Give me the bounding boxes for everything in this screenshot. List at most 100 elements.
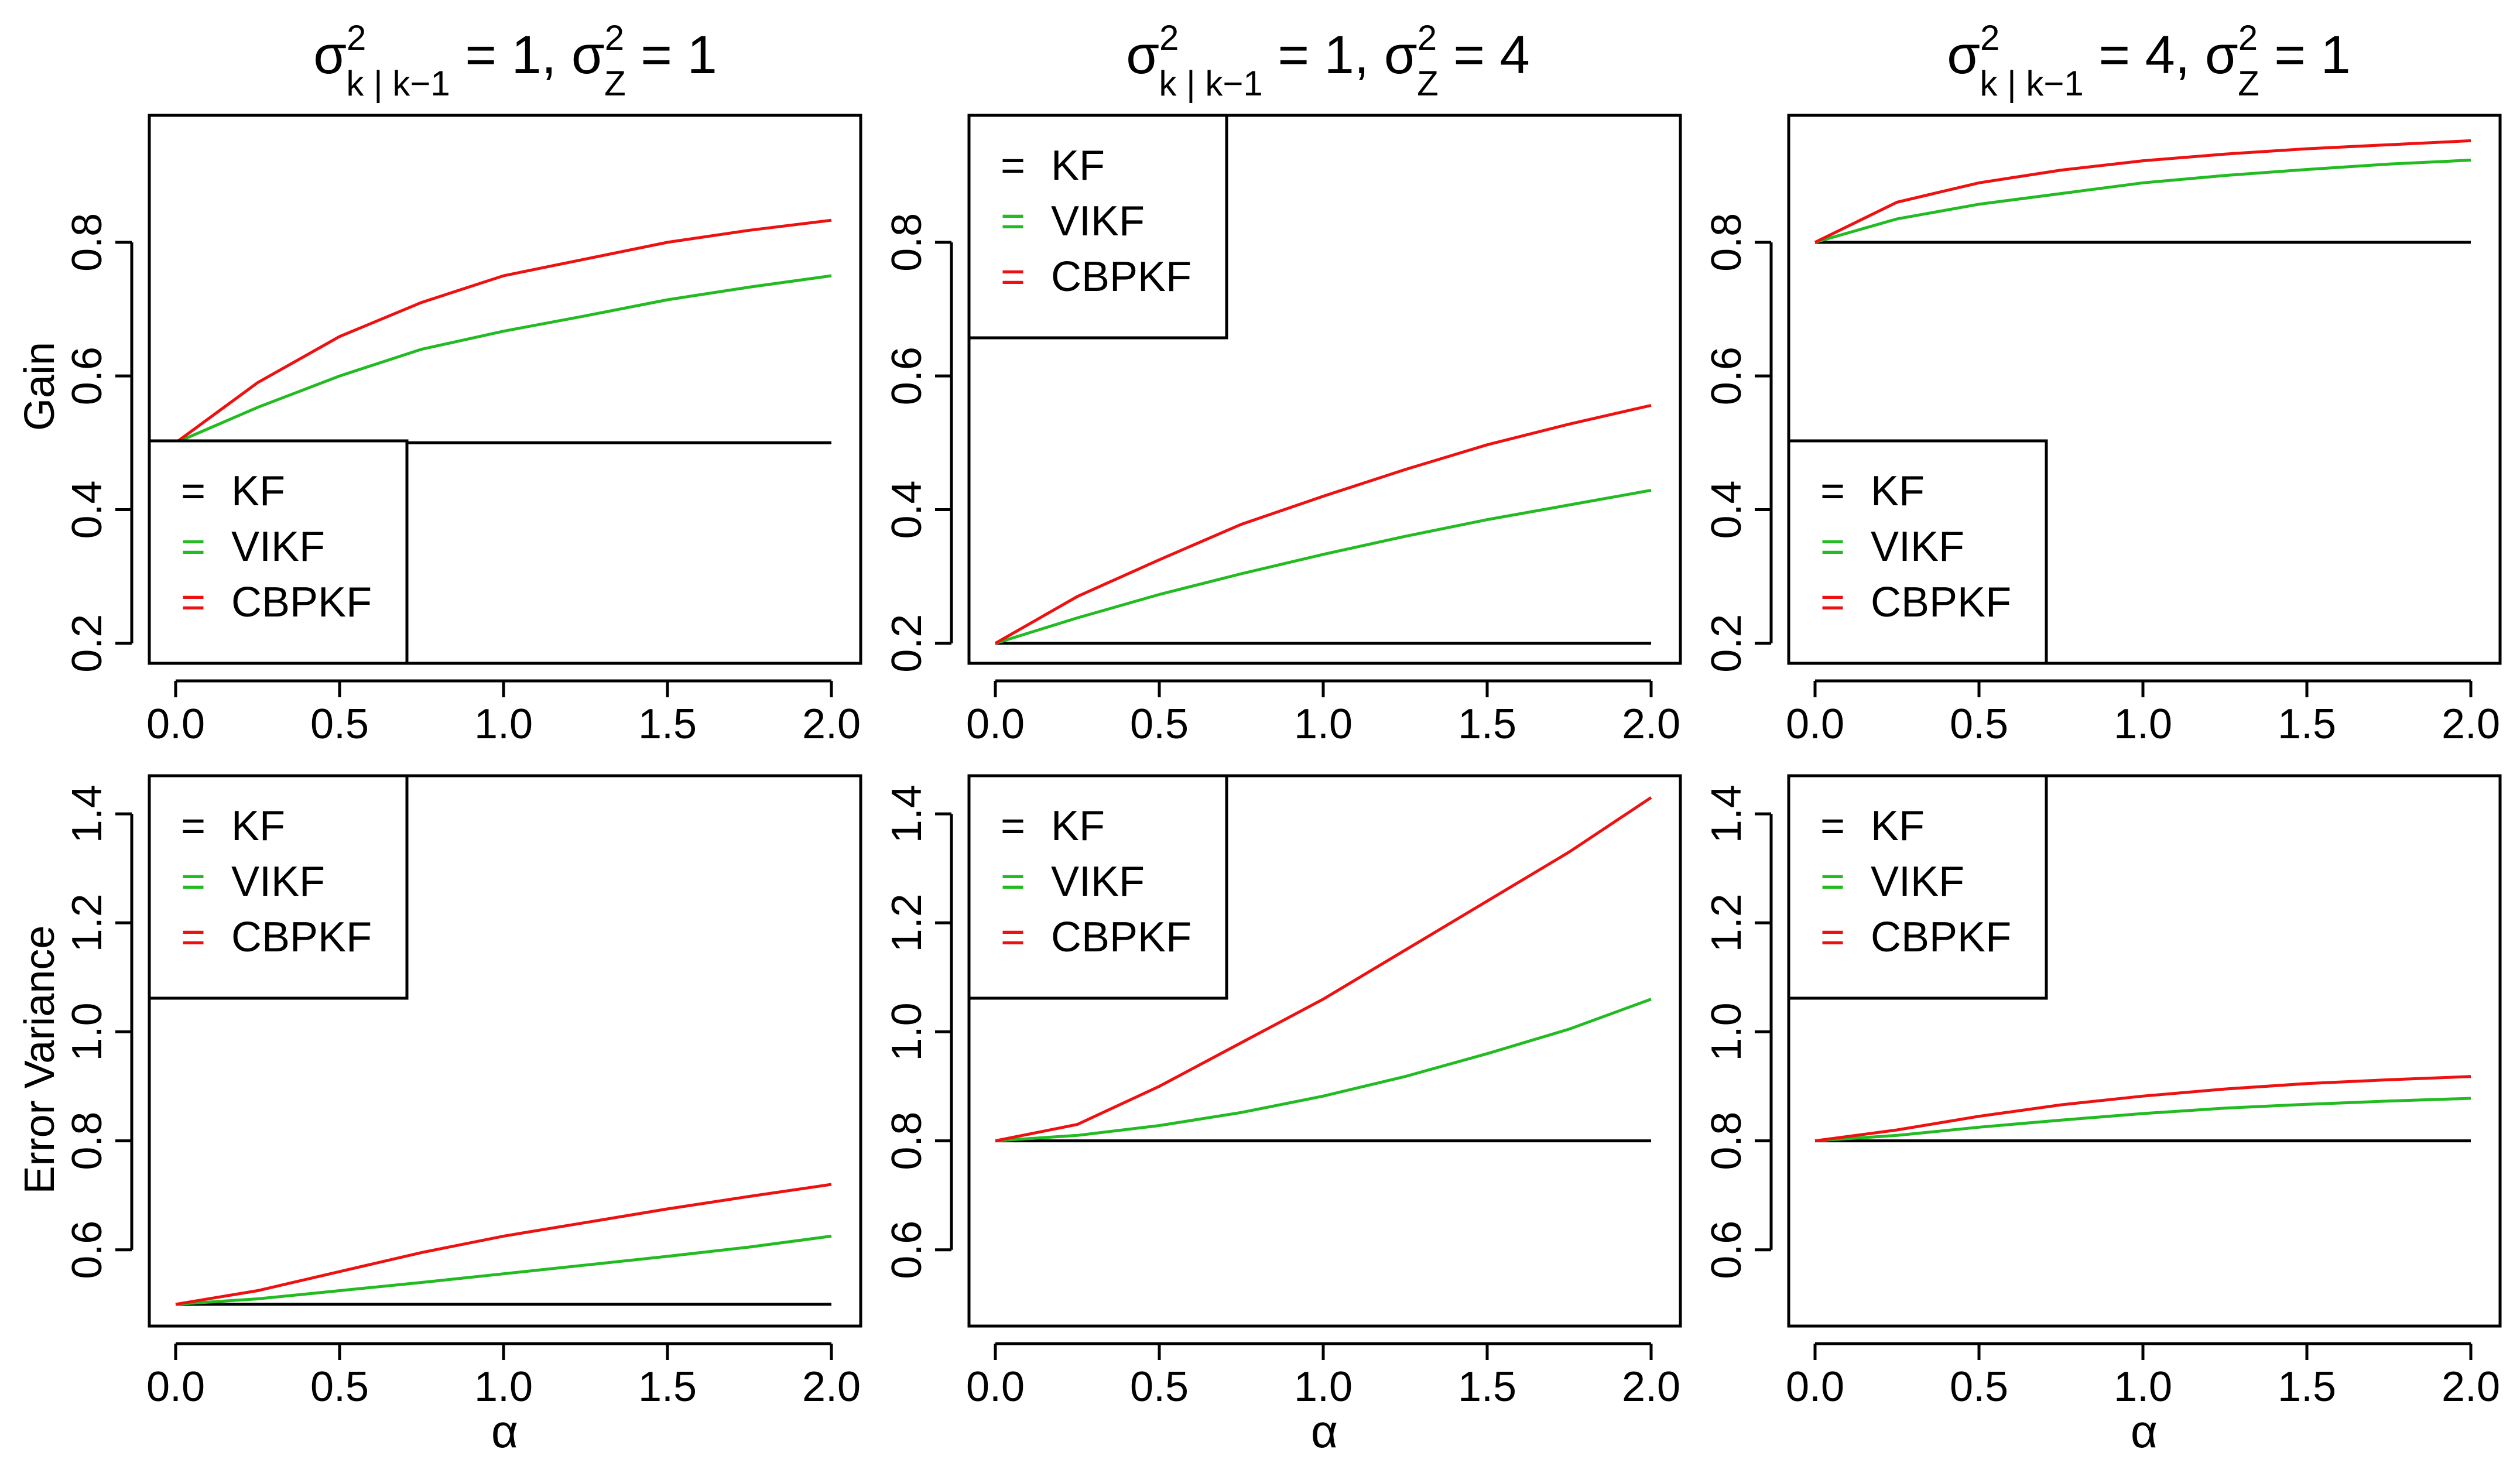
legend-label-vikf: VIKF: [1051, 198, 1145, 245]
legend-marker-vikf: =: [1820, 523, 1845, 570]
plot-frame: [967, 774, 1682, 1328]
legend-label-cbpkf: CBPKF: [1051, 914, 1191, 961]
legend-marker-cbpkf: =: [1820, 914, 1845, 961]
legend-marker-cbpkf: =: [181, 579, 206, 626]
row-ylabel-gain: Gain: [16, 342, 63, 431]
x-tick-label: 1.0: [474, 701, 533, 748]
x-tick-label: 1.5: [638, 701, 697, 748]
legend-marker-kf: =: [181, 468, 206, 515]
series-line-cbpkf: [174, 218, 832, 444]
title-sigma: σ: [1947, 25, 1980, 85]
legend: = KF = VIKF = CBPKF: [1787, 774, 2048, 1000]
title-eq: = 1, σ: [450, 25, 605, 85]
legend-marker-cbpkf: =: [1001, 254, 1025, 300]
y-tick-label: 0.2: [884, 614, 930, 673]
y-tick-label: 0.6: [1703, 1221, 1750, 1279]
panel-top-left: 0.0 0.5 1.0 1.5 2.0 0.2 0.4 0.6 0.8 = KF = VIKF = CBPK…: [64, 114, 862, 748]
x-tick-label: 2.0: [1622, 701, 1680, 748]
y-tick-label: 1.4: [64, 785, 111, 843]
x-tick-label: 0.0: [146, 701, 205, 748]
x-tick-label: 0.5: [1950, 701, 2008, 748]
y-tick-label: 0.6: [64, 347, 111, 405]
x-tick-label: 0.0: [966, 701, 1025, 748]
series-line-cbpkf: [1814, 1075, 2471, 1143]
legend-marker-cbpkf: =: [1820, 579, 1845, 626]
panel-bottom-right: 0.0 0.5 1.0 1.5 2.0 0.6 0.8 1.0 1.2 1.4 = KF = VIKF = C…: [1703, 774, 2502, 1410]
x-tick-label: 0.0: [1786, 701, 1844, 748]
title-sub: k | k−1: [346, 64, 450, 103]
y-tick-label: 0.6: [884, 347, 930, 405]
x-tick-label: 2.0: [802, 1364, 861, 1410]
legend: = KF = VIKF = CBPKF: [148, 774, 409, 1000]
panel-bottom-middle: 0.0 0.5 1.0 1.5 2.0 0.6 0.8 1.0 1.2 1.4 = KF = VIKF = C…: [884, 774, 1682, 1410]
legend-box: [967, 114, 1228, 340]
series-line-vikf: [995, 998, 1652, 1143]
xlabel-alpha: α: [2131, 1405, 2158, 1457]
legend-label-kf: KF: [1871, 803, 1925, 850]
x-tick-label: 1.0: [2114, 1364, 2172, 1410]
plot-frame: [1787, 114, 2502, 665]
y-tick-label: 1.2: [884, 893, 930, 952]
series-line-cbpkf: [995, 796, 1652, 1143]
plot-frame: [148, 114, 862, 665]
column-title: σ2 k | k−1 = 1, σ2 Z = 4: [1126, 18, 1529, 103]
legend-box: [148, 439, 409, 665]
legend-marker-kf: =: [1001, 803, 1025, 850]
plot-frame: [1787, 774, 2502, 1328]
x-tick-label: 0.5: [310, 701, 369, 748]
legend: = KF = VIKF = CBPKF: [1787, 439, 2048, 665]
legend-label-cbpkf: CBPKF: [1871, 579, 2011, 626]
y-tick-label: 0.6: [64, 1221, 111, 1279]
y-tick-label: 0.8: [64, 213, 111, 272]
series-line-cbpkf: [1814, 139, 2471, 244]
y-tick-label: 0.2: [64, 614, 111, 673]
legend-label-kf: KF: [1871, 468, 1925, 515]
legend-label-vikf: VIKF: [231, 523, 325, 570]
title-sup: 2: [347, 18, 366, 57]
title-sigma: σ: [1126, 25, 1159, 85]
y-tick-label: 0.4: [884, 480, 930, 539]
panel-bottom-left: 0.0 0.5 1.0 1.5 2.0 0.6 0.8 1.0 1.2 1.4 = KF = VIKF = C…: [64, 774, 862, 1410]
title-sub: k | k−1: [1159, 64, 1262, 103]
panels: 0.0 0.5 1.0 1.5 2.0 0.2 0.4 0.6 0.8 = KF = VIKF = CBPK…: [64, 114, 2502, 1410]
y-tick-label: 0.8: [884, 213, 930, 272]
legend-box: [148, 774, 409, 1000]
legend-marker-vikf: =: [1820, 858, 1845, 905]
legend-marker-vikf: =: [181, 858, 206, 905]
legend-label-cbpkf: CBPKF: [231, 579, 372, 626]
legend-label-kf: KF: [1051, 803, 1105, 850]
legend: = KF = VIKF = CBPKF: [148, 439, 409, 665]
legend-label-kf: KF: [231, 803, 285, 850]
series-line-vikf: [995, 488, 1652, 645]
title-sub: Z: [2238, 64, 2259, 103]
title-sup: 2: [1159, 18, 1179, 57]
legend-marker-kf: =: [1820, 468, 1845, 515]
legend-box: [1787, 439, 2048, 665]
y-tick-label: 0.4: [1703, 480, 1750, 539]
x-tick-label: 1.0: [474, 1364, 533, 1410]
x-tick-label: 1.0: [1294, 701, 1353, 748]
y-tick-label: 0.8: [64, 1112, 111, 1170]
y-tick-label: 0.8: [884, 1112, 930, 1170]
legend: = KF = VIKF = CBPKF: [967, 114, 1228, 340]
plot-frame: [148, 774, 862, 1328]
x-tick-label: 0.0: [146, 1364, 205, 1410]
x-tick-label: 0.5: [1130, 701, 1189, 748]
x-tick-label: 0.0: [966, 1364, 1025, 1410]
x-tick-label: 2.0: [1622, 1364, 1680, 1410]
y-tick-label: 0.4: [64, 480, 111, 539]
y-tick-label: 0.8: [1703, 213, 1750, 272]
series-line-vikf: [1814, 1097, 2471, 1143]
series-line-vikf: [1814, 159, 2471, 244]
series-line-vikf: [175, 1234, 832, 1306]
column-title: σ2 k | k−1 = 1, σ2 Z = 1: [313, 18, 717, 103]
x-tick-label: 2.0: [2442, 701, 2500, 748]
xlabel-alpha: α: [491, 1405, 518, 1457]
column-title: σ2 k | k−1 = 4, σ2 Z = 1: [1947, 18, 2350, 103]
x-tick-label: 2.0: [802, 701, 861, 748]
x-tick-label: 1.5: [638, 1364, 697, 1410]
x-tick-label: 0.5: [1950, 1364, 2008, 1410]
title-eq: = 1: [2259, 25, 2351, 85]
legend-marker-vikf: =: [1001, 858, 1025, 905]
